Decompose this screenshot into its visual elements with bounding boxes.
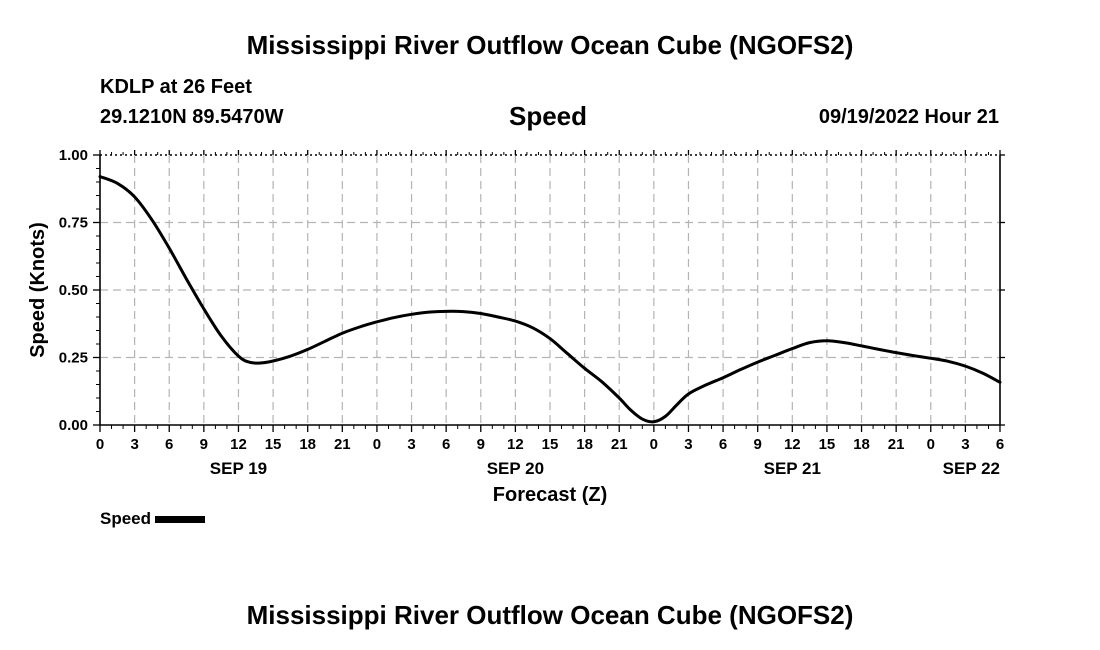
date-label: SEP 19 <box>210 459 267 478</box>
y-tick-label: 0.75 <box>59 215 88 232</box>
x-tick-label: 3 <box>684 436 692 453</box>
x-tick-label: 6 <box>165 436 173 453</box>
forecast-timestamp: 09/19/2022 Hour 21 <box>818 106 999 128</box>
x-tick-label: 3 <box>130 436 138 453</box>
speed-series-line <box>98 175 1002 424</box>
coordinates-label: 29.1210N 89.5470W <box>100 106 284 128</box>
x-tick-label: 18 <box>299 436 316 453</box>
metric-title: Speed <box>509 101 588 131</box>
chart-title: Mississippi River Outflow Ocean Cube (NG… <box>246 30 854 60</box>
legend-swatch <box>155 515 206 523</box>
x-tick-label: 3 <box>407 436 415 453</box>
x-tick-label: 18 <box>576 436 593 453</box>
x-tick-label: 15 <box>542 436 559 453</box>
y-tick-label: 1.00 <box>59 147 88 164</box>
x-tick-label: 15 <box>819 436 836 453</box>
legend: Speed <box>100 509 206 529</box>
x-tick-label: 9 <box>200 436 208 453</box>
x-tick-label: 21 <box>334 436 351 453</box>
x-tick-label: 12 <box>507 436 524 453</box>
x-tick-label: 9 <box>754 436 762 453</box>
date-label: SEP 20 <box>487 459 544 478</box>
y-tick-label: 0.50 <box>59 282 88 299</box>
x-tick-label: 9 <box>477 436 485 453</box>
y-tick-label: 0.25 <box>59 350 88 367</box>
x-tick-label: 15 <box>265 436 282 453</box>
x-tick-label: 3 <box>961 436 969 453</box>
x-tick-label: 0 <box>96 436 104 453</box>
x-tick-label: 0 <box>373 436 381 453</box>
x-tick-label: 12 <box>230 436 247 453</box>
x-tick-label: 6 <box>442 436 450 453</box>
x-axis-label: Forecast (Z) <box>493 484 607 506</box>
x-tick-label: 0 <box>927 436 935 453</box>
legend-label: Speed <box>100 509 152 528</box>
x-tick-label: 6 <box>719 436 727 453</box>
x-tick-label: 12 <box>784 436 801 453</box>
x-tick-label: 21 <box>888 436 905 453</box>
y-axis-label: Speed (Knots) <box>27 222 49 358</box>
footer-title: Mississippi River Outflow Ocean Cube (NG… <box>246 600 854 630</box>
x-tick-label: 18 <box>853 436 870 453</box>
y-tick-label: 0.00 <box>59 417 88 434</box>
x-tick-label: 21 <box>611 436 628 453</box>
x-tick-label: 0 <box>650 436 658 453</box>
date-label: SEP 22 <box>943 459 1000 478</box>
date-label: SEP 21 <box>764 459 821 478</box>
x-tick-label: 6 <box>996 436 1004 453</box>
station-label: KDLP at 26 Feet <box>100 76 252 98</box>
